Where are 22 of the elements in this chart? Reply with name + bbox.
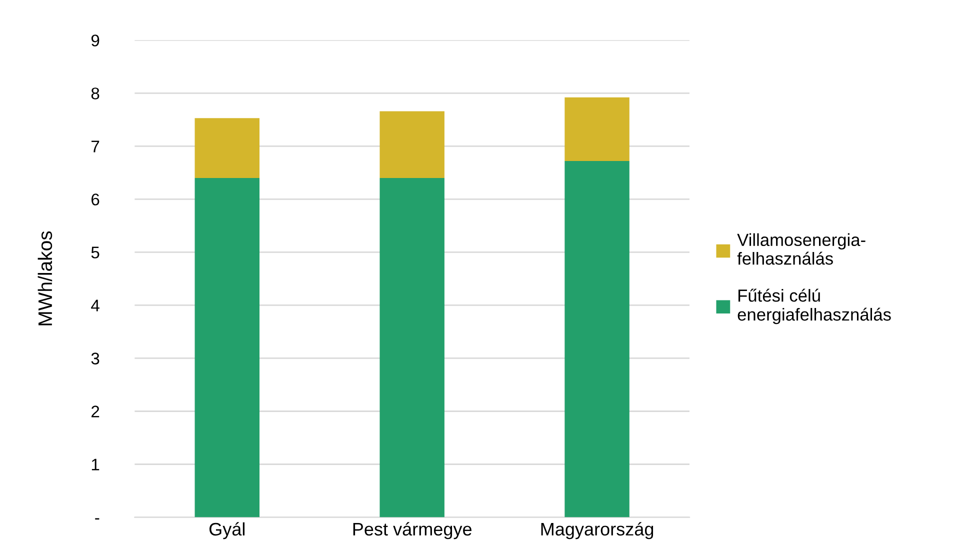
bar [564,97,630,162]
y-tick-label: 3 [91,352,100,364]
x-tick-label: Magyarország [541,522,654,540]
y-tick-label: 4 [91,300,100,312]
y-tick-label: 1 [92,458,100,470]
y-axis-title: MWh/lakos [38,231,52,326]
y-tick-label: 6 [92,194,100,206]
bar [380,178,444,518]
y-tick-label: 2 [92,406,100,418]
bar [564,161,630,518]
bar [380,111,444,178]
y-tick-label: - [95,518,100,520]
y-tick-label: 5 [91,246,100,258]
legend-label: Villamosenergia- felhasználás [737,233,866,265]
y-tick-label: 9 [91,34,100,46]
x-tick-label: Pest vármegye [353,522,472,540]
bar [194,118,260,178]
legend-label: Fűtési célú energiafelhasználás [738,288,891,324]
bar [194,178,260,518]
y-tick-label: 7 [92,140,100,152]
x-tick-label: Gyál [209,522,244,540]
y-tick-label: 8 [91,88,100,100]
